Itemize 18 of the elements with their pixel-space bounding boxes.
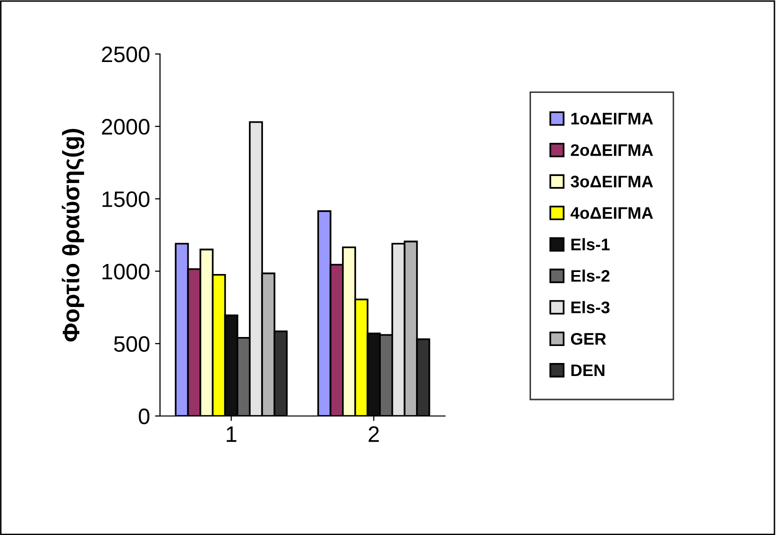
legend-label: GER bbox=[570, 332, 606, 345]
y-tick-label: 1500 bbox=[102, 191, 150, 208]
legend-label: Els-1 bbox=[571, 238, 610, 250]
legend-label: 1oΔΕΙΓΜΑ bbox=[571, 112, 653, 125]
legend-label: Els-2 bbox=[571, 270, 610, 282]
legend-label: 2oΔΕΙΓΜΑ bbox=[570, 144, 653, 156]
x-tick-label: 1 bbox=[226, 426, 236, 442]
legend-label: Els-3 bbox=[571, 301, 610, 314]
legend-label: 4oΔΕΙΓΜΑ bbox=[570, 207, 653, 219]
y-tick-label: 500 bbox=[114, 336, 150, 352]
legend-label: 3oΔΕΙΓΜΑ bbox=[570, 176, 653, 188]
legend-label: DEN bbox=[571, 364, 604, 376]
y-axis-title: Φορτίο θραύσης(g) bbox=[62, 128, 84, 342]
x-tick-label: 2 bbox=[368, 426, 379, 442]
y-tick-label: 2000 bbox=[102, 118, 150, 135]
y-tick-label: 2500 bbox=[102, 46, 150, 62]
y-tick-label: 1000 bbox=[102, 264, 150, 280]
y-tick-label: 0 bbox=[138, 408, 150, 424]
